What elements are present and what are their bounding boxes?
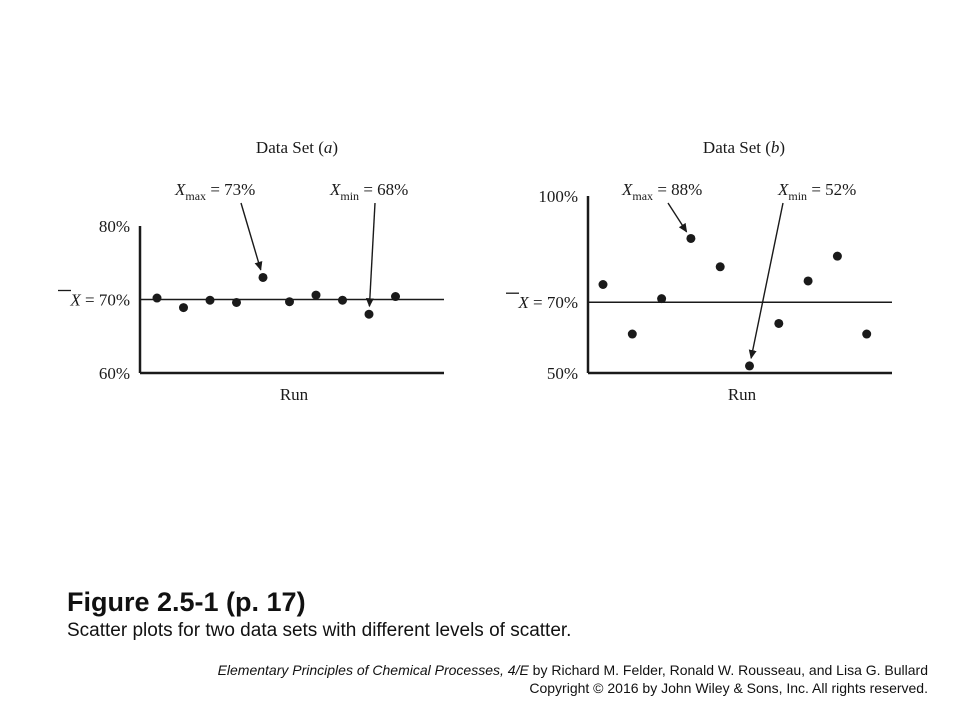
annotation-arrow [240,202,263,271]
chart-title-main: Data Set ( [703,138,771,157]
book-title: Elementary Principles of Chemical Proces… [217,662,529,678]
x-axis-label: Run [728,385,757,404]
annotation-value: = 88% [653,180,702,199]
annotation-label: Xmax = 88% [621,180,702,203]
figure-title: Figure 2.5-1 (p. 17) [67,587,306,617]
annotation-symbol: X [174,180,186,199]
data-point [774,318,784,328]
data-point [745,361,754,371]
y-tick-label-mean: X = 70% [69,291,130,310]
data-point [627,329,637,339]
x-axis-label: Run [280,385,309,404]
y-tick-label: 60% [99,364,130,383]
mean-symbol: X [69,291,81,310]
chart-title-letter: a [324,138,333,157]
data-point [598,280,608,289]
data-point [311,290,321,300]
chart-title-close: ) [332,138,338,157]
data-point [285,297,294,307]
data-point [657,294,667,304]
data-point [338,295,347,305]
mean-value-label: = 70% [81,291,130,310]
annotation-label: Xmin = 68% [329,180,408,203]
annotation-subscript: min [340,189,359,203]
credit-block: Elementary Principles of Chemical Proces… [218,661,928,697]
annotation-subscript: max [632,189,653,203]
annotation-symbol: X [329,180,341,199]
y-tick-label: 50% [547,364,578,383]
figure-caption: Figure 2.5-1 (p. 17) Scatter plots for t… [67,586,937,644]
annotation-value: = 68% [359,180,408,199]
data-point [205,295,215,305]
chart-title-letter: b [771,138,780,157]
y-tick-label-mean: X = 70% [517,293,578,312]
mean-symbol: X [517,293,529,312]
credit-copyright: Copyright © 2016 by John Wiley & Sons, I… [529,680,928,696]
data-point [686,233,696,243]
y-tick-label: 80% [99,217,130,236]
annotation-arrow [365,202,376,308]
annotation-subscript: max [185,189,206,203]
chart-title: Data Set (a) [256,138,338,157]
annotation-symbol: X [777,180,789,199]
chart-title-main: Data Set ( [256,138,324,157]
y-tick-label: 100% [538,187,578,206]
annotation-label: Xmin = 52% [777,180,856,203]
data-point [715,262,725,272]
annotation-value: = 52% [807,180,856,199]
data-point [862,329,872,339]
data-point [832,251,842,261]
book-authors: by Richard M. Felder, Ronald W. Rousseau… [528,662,928,678]
credit-line-book: Elementary Principles of Chemical Proces… [218,661,928,679]
data-point [152,293,162,303]
annotation-arrow [748,202,784,360]
data-point [179,303,188,313]
annotation-symbol: X [621,180,633,199]
data-point [803,276,813,286]
data-point [232,297,241,307]
figure-subtitle: Scatter plots for two data sets with dif… [67,620,572,641]
data-point [258,272,268,282]
annotation-label: Xmax = 73% [174,180,255,203]
annotation-arrow [667,202,688,233]
chart-title: Data Set (b) [703,138,785,157]
data-point [391,292,400,302]
annotation-subscript: min [788,189,807,203]
mean-value-label: = 70% [529,293,578,312]
data-point [364,309,374,319]
annotation-value: = 73% [206,180,255,199]
chart-title-close: ) [779,138,785,157]
